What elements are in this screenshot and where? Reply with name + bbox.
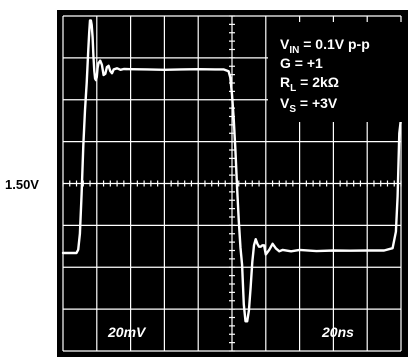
- conditions-box: [268, 22, 403, 122]
- condition-vs: VS = +3V: [280, 95, 338, 115]
- horizontal-scale-label: 20ns: [321, 324, 354, 340]
- vertical-scale-label: 20mV: [107, 324, 147, 340]
- waveform-trace: [61, 19, 403, 323]
- center-level-label: 1.50V: [5, 177, 39, 192]
- conditions-legend: VIN = 0.1V p-p G = +1 RL = 2kΩ VS = +3V: [280, 36, 370, 115]
- condition-gain: G = +1: [280, 55, 323, 71]
- condition-rl: RL = 2kΩ: [280, 74, 339, 94]
- condition-vin: VIN = 0.1V p-p: [280, 36, 370, 56]
